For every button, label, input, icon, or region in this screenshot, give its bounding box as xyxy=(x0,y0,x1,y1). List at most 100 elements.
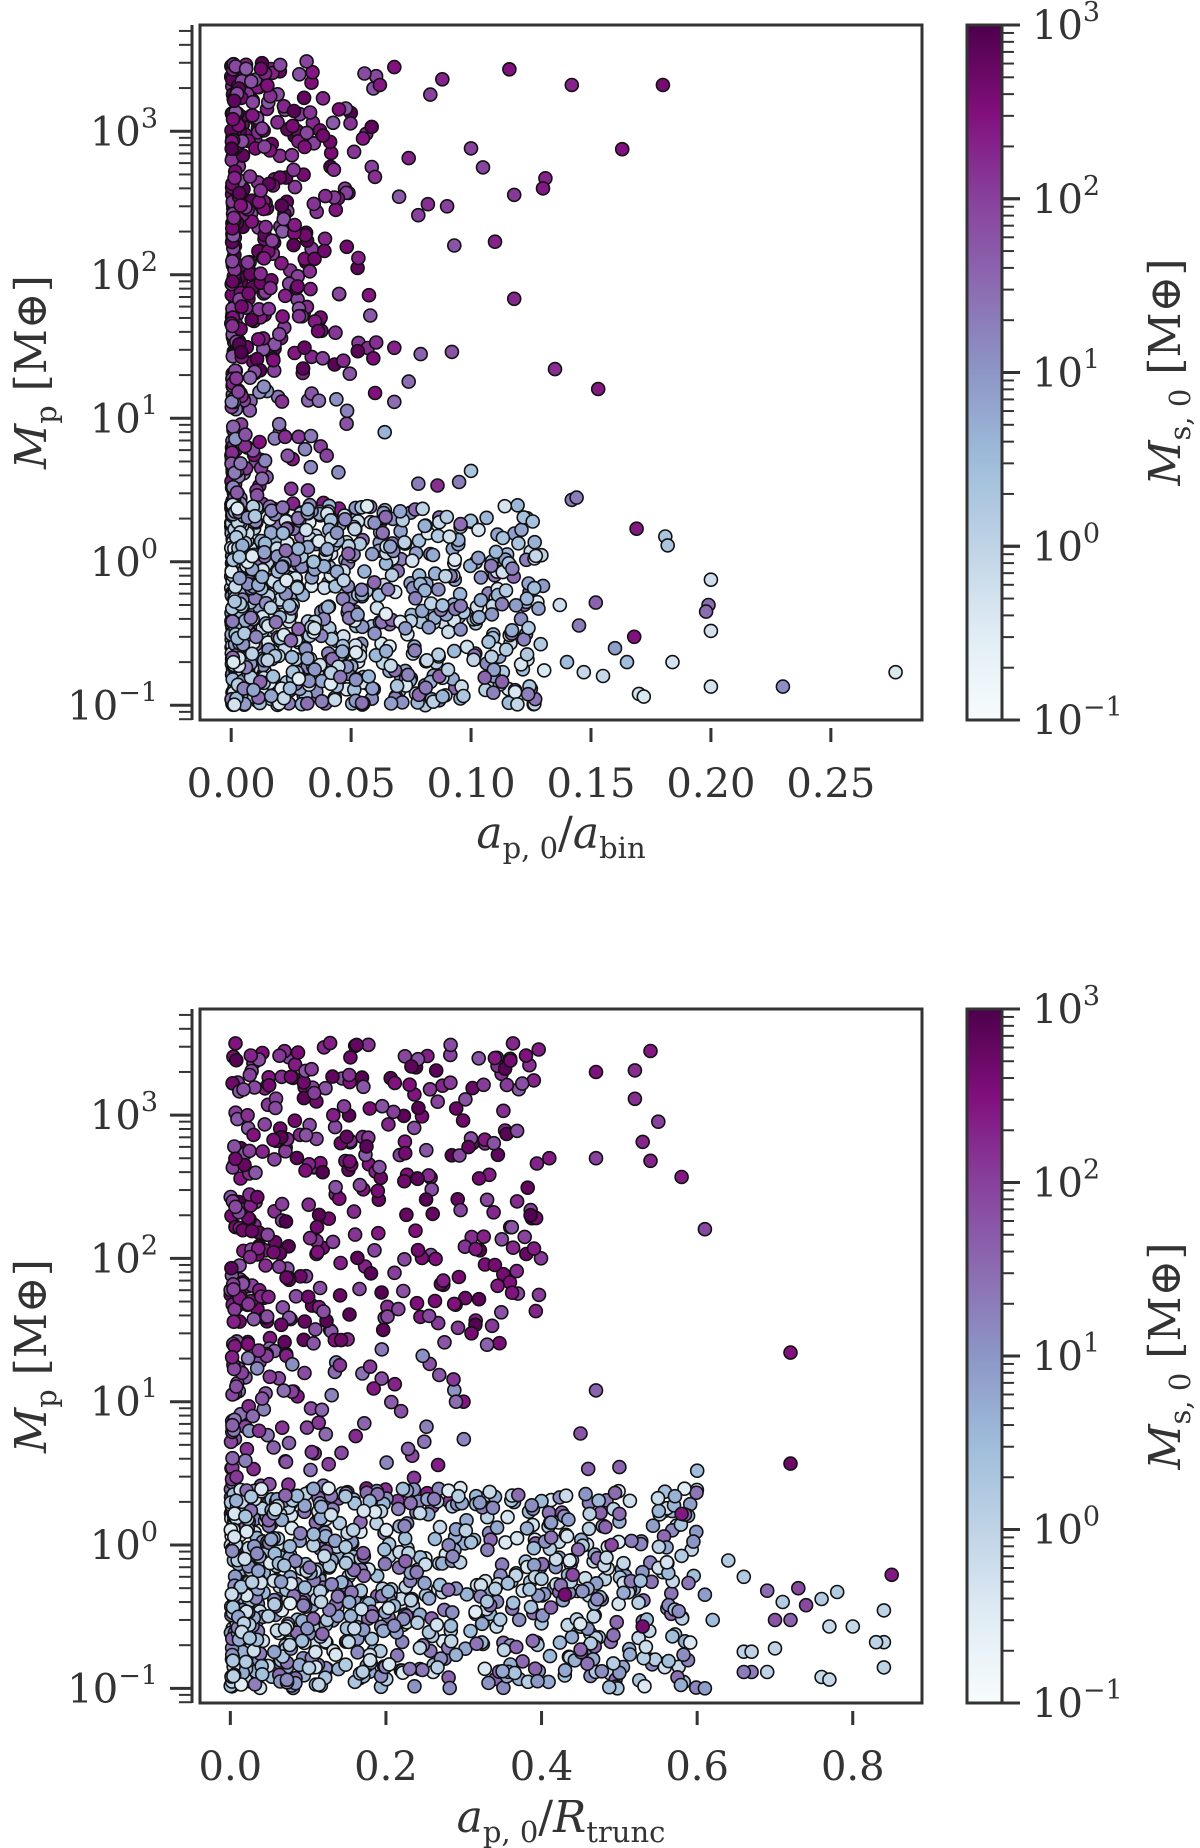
data-point xyxy=(651,1503,667,1519)
data-point xyxy=(612,1506,627,1522)
data-point xyxy=(448,1394,464,1409)
data-point xyxy=(520,686,536,702)
colorbar-label-top: Ms, 0 [M⊕] xyxy=(1140,258,1197,486)
data-point xyxy=(261,301,277,317)
data-point xyxy=(302,105,318,120)
data-point xyxy=(277,1621,293,1637)
data-point xyxy=(526,580,542,596)
data-point xyxy=(256,544,272,560)
data-point xyxy=(324,1387,340,1403)
data-point xyxy=(352,1281,367,1297)
data-point xyxy=(293,1526,308,1541)
data-point xyxy=(278,1454,294,1470)
data-point xyxy=(336,353,351,369)
data-point xyxy=(271,326,287,342)
data-point xyxy=(362,1652,378,1668)
data-point xyxy=(421,1591,437,1606)
data-point xyxy=(241,1296,256,1312)
data-point xyxy=(665,654,680,670)
data-point xyxy=(425,547,441,563)
data-point xyxy=(250,1241,266,1256)
data-point xyxy=(246,682,261,698)
data-point xyxy=(703,572,719,588)
data-point xyxy=(400,667,416,683)
data-point xyxy=(375,525,391,541)
data-point xyxy=(393,1403,409,1419)
data-point xyxy=(395,1481,411,1497)
data-point xyxy=(274,198,290,213)
data-point xyxy=(297,1365,312,1381)
data-point xyxy=(487,234,503,249)
data-point xyxy=(477,1661,493,1677)
x-tick-label: 0.8 xyxy=(821,1744,885,1790)
data-point xyxy=(581,1521,597,1537)
colorbar-gradient-top xyxy=(965,23,1004,722)
data-point xyxy=(505,1036,521,1051)
data-point xyxy=(530,1673,545,1689)
data-point xyxy=(237,626,252,641)
data-point xyxy=(736,1664,752,1680)
x-axis-label-bottom: ap, 0/Rtrunc xyxy=(457,1792,666,1848)
data-point xyxy=(487,1581,503,1597)
data-point xyxy=(494,596,510,612)
data-point xyxy=(542,1648,558,1664)
data-point xyxy=(418,1192,434,1207)
data-point xyxy=(315,1626,330,1642)
data-point xyxy=(456,1431,472,1447)
data-point xyxy=(552,597,568,613)
data-point xyxy=(364,119,380,135)
data-point xyxy=(225,318,240,334)
data-point xyxy=(430,1094,446,1109)
x-axis-label-top: ap, 0/abin xyxy=(476,808,645,865)
data-point xyxy=(331,286,347,302)
data-point xyxy=(343,116,358,131)
data-point xyxy=(643,1153,658,1169)
data-point xyxy=(315,91,331,106)
data-point xyxy=(697,1681,713,1696)
data-point xyxy=(250,331,266,347)
data-point xyxy=(331,102,347,117)
data-point xyxy=(404,1059,419,1074)
data-point xyxy=(377,1556,393,1572)
data-point xyxy=(299,125,315,141)
data-point xyxy=(389,1648,405,1663)
data-point xyxy=(224,141,239,156)
data-point xyxy=(251,1423,267,1439)
data-point xyxy=(365,350,381,366)
data-point xyxy=(311,393,327,409)
data-point xyxy=(354,695,370,711)
data-point xyxy=(351,250,366,266)
data-point xyxy=(580,1656,595,1671)
data-point xyxy=(227,697,242,713)
data-point xyxy=(612,1459,627,1475)
data-point xyxy=(290,541,306,557)
data-point xyxy=(439,509,455,525)
data-point xyxy=(354,1601,369,1617)
data-point xyxy=(607,640,623,656)
data-point xyxy=(660,538,676,553)
data-point xyxy=(300,501,316,517)
colorbar-tick-label: 101 xyxy=(1032,1328,1100,1380)
data-point xyxy=(557,1587,573,1602)
colorbar-top: 10−1 100 101 102 103 Ms, 0 [M⊕] xyxy=(965,0,1197,744)
data-point xyxy=(415,1662,430,1678)
data-point xyxy=(268,1502,283,1517)
data-point xyxy=(515,1654,530,1669)
data-point xyxy=(689,1485,704,1500)
data-point xyxy=(327,1119,343,1135)
data-point xyxy=(315,128,331,143)
data-point xyxy=(421,1308,437,1324)
data-point xyxy=(410,476,426,492)
data-point xyxy=(468,1604,483,1620)
data-point xyxy=(609,1614,625,1630)
data-point xyxy=(347,1227,363,1242)
data-point xyxy=(500,1576,516,1591)
data-point xyxy=(447,552,463,568)
data-point xyxy=(595,668,611,684)
data-point xyxy=(845,1619,861,1634)
data-point xyxy=(303,1462,318,1478)
y-axis-label-bottom: Mp [M⊕] xyxy=(6,1259,63,1454)
plot-frame-bottom xyxy=(198,1007,924,1705)
data-point xyxy=(287,179,303,195)
data-point xyxy=(536,663,552,678)
